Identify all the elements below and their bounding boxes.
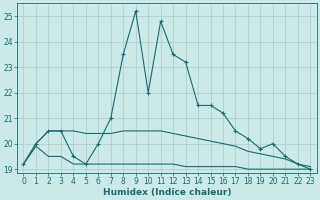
X-axis label: Humidex (Indice chaleur): Humidex (Indice chaleur) — [103, 188, 231, 197]
